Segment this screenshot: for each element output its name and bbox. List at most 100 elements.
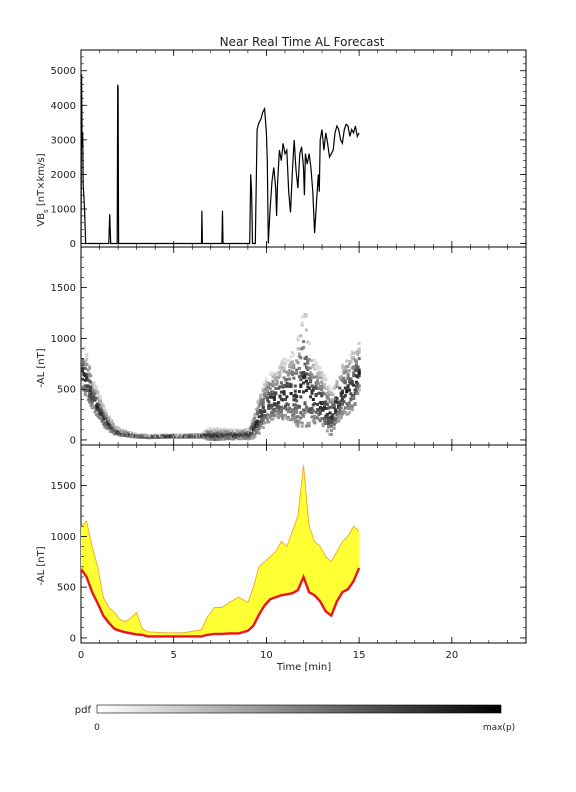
pdf-cell: [282, 357, 286, 361]
pdf-cell: [261, 405, 265, 409]
y-tick-label: 5000: [51, 66, 76, 77]
pdf-cell: [304, 405, 308, 409]
colorbar-label: pdf: [75, 705, 92, 716]
pdf-cell: [306, 382, 310, 385]
pdf-cell: [321, 408, 325, 412]
pdf-cell: [241, 429, 245, 432]
pdf-cell: [317, 382, 321, 385]
pdf-cell: [352, 371, 356, 375]
pdf-cell: [99, 416, 103, 420]
pdf-cell: [317, 417, 321, 421]
pdf-cell: [313, 402, 317, 406]
pdf-cell: [85, 354, 89, 358]
pdf-cell: [309, 395, 313, 399]
pdf-cell: [256, 425, 260, 429]
pdf-cell: [352, 396, 356, 400]
pdf-cell: [284, 362, 287, 366]
pdf-cell: [289, 410, 293, 414]
pdf-cell: [343, 386, 347, 390]
pdf-cell: [286, 415, 290, 419]
pdf-cell: [309, 380, 313, 384]
pdf-cell: [318, 411, 322, 415]
pdf-cell: [320, 371, 324, 375]
pdf-cell: [345, 406, 349, 410]
pdf-cell: [89, 374, 93, 378]
pdf-cell: [104, 414, 108, 418]
x-tick-label: 0: [78, 650, 84, 661]
pdf-cell: [289, 384, 293, 388]
pdf-cell: [339, 406, 343, 410]
panel-vbs-frame: [80, 49, 527, 248]
pdf-cell: [304, 424, 308, 428]
pdf-cell: [311, 409, 315, 413]
pdf-cell: [334, 421, 338, 424]
pdf-cell: [341, 391, 344, 395]
pdf-cell: [289, 383, 293, 387]
colorbar-min-label: 0: [94, 723, 100, 733]
pdf-cell: [357, 347, 361, 351]
pdf-cell: [94, 386, 98, 389]
pdf-cell: [297, 405, 301, 409]
pdf-cell: [303, 362, 307, 366]
pdf-cell: [101, 411, 105, 415]
pdf-cell: [304, 328, 308, 332]
pdf-cell: [284, 385, 287, 388]
pdf-cell: [289, 355, 293, 359]
pdf-cell: [267, 400, 271, 404]
pdf-cell: [268, 373, 272, 376]
y-tick-label: 500: [57, 385, 76, 396]
pdf-cell: [93, 410, 97, 414]
pdf-cell: [293, 389, 297, 393]
pdf-cell: [317, 376, 321, 380]
pdf-cell: [338, 403, 342, 407]
pdf-cell: [88, 364, 91, 368]
pdf-cell: [325, 402, 329, 406]
pdf-cell: [89, 393, 93, 397]
pdf-cell: [282, 390, 286, 394]
pdf-cell: [275, 382, 279, 386]
pdf-cell: [311, 398, 315, 401]
pdf-cell: [325, 412, 329, 416]
pdf-cell: [261, 389, 265, 392]
panel-vbs: 0 1000 2000 3000 4000 5000 VBs [nT×km/s]: [36, 49, 527, 250]
pdf-cell: [314, 375, 318, 379]
pdf-cell: [263, 391, 267, 395]
pdf-cell: [82, 386, 86, 390]
pdf-cell: [357, 357, 361, 361]
pdf-cell: [288, 371, 292, 375]
pdf-cell: [295, 407, 299, 411]
pdf-cell: [302, 408, 306, 412]
pdf-cell: [270, 395, 274, 399]
pdf-cell: [256, 407, 260, 411]
pdf-cell: [311, 363, 315, 367]
pdf-cell: [295, 371, 299, 375]
pdf-cell: [356, 382, 360, 386]
y-tick-label: 1500: [51, 481, 76, 492]
pdf-cell: [339, 375, 343, 378]
pdf-cell: [296, 338, 300, 342]
pdf-cell: [348, 379, 351, 383]
pdf-cell: [83, 389, 87, 392]
pdf-cell: [353, 402, 357, 405]
pdf-cell: [97, 394, 101, 398]
pdf-cell: [93, 391, 97, 395]
pdf-cell: [316, 402, 319, 406]
pdf-cell: [83, 366, 87, 370]
pdf-cell: [299, 411, 303, 415]
pdf-cell: [346, 384, 350, 388]
pdf-cell: [289, 392, 293, 395]
pdf-cell: [92, 406, 96, 410]
pdf-cell: [310, 406, 314, 410]
pdf-cell: [327, 396, 331, 400]
pdf-cell: [352, 394, 356, 397]
pdf-cell: [348, 401, 351, 405]
pdf-cell: [352, 351, 356, 355]
pdf-cell: [299, 371, 303, 375]
pdf-cell: [320, 380, 324, 384]
pdf-cell: [247, 430, 251, 434]
pdf-cell: [277, 375, 281, 379]
pdf-cell: [83, 393, 87, 397]
pdf-cell: [349, 392, 353, 396]
pdf-cell: [257, 402, 261, 406]
pdf-cell: [342, 376, 346, 380]
